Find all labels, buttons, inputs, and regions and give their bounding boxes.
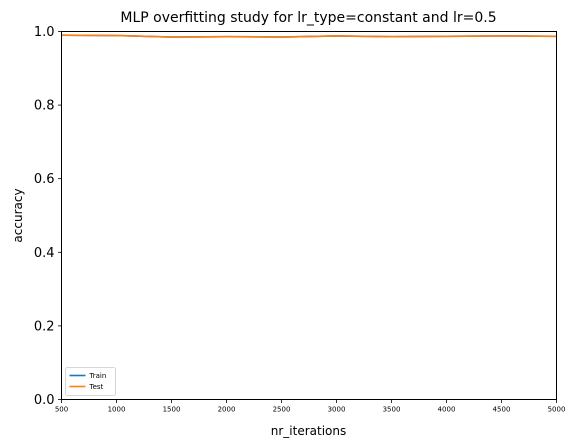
x-tick-label: 4500: [493, 406, 511, 414]
x-tick-label: 1000: [108, 406, 126, 414]
x-tick-label: 2000: [218, 406, 236, 414]
series-line-test: [62, 35, 557, 37]
y-tick-label: 0.8: [34, 99, 55, 114]
y-axis-label: accuracy: [11, 188, 25, 242]
x-tick-label: 4000: [438, 406, 456, 414]
y-tick-label: 0.4: [34, 246, 55, 261]
x-tick-label: 3000: [328, 406, 346, 414]
y-tick-label: 0.6: [34, 172, 55, 187]
y-tick-label: 1.0: [34, 25, 55, 40]
chart-title: MLP overfitting study for lr_type=consta…: [120, 10, 496, 26]
x-tick-label: 500: [55, 406, 68, 414]
legend: Train Test: [66, 368, 116, 396]
x-axis-label: nr_iterations: [271, 424, 347, 438]
legend-label-test: Test: [89, 383, 104, 391]
legend-label-train: Train: [89, 372, 107, 380]
x-tick-label: 5000: [548, 406, 566, 414]
plot-frame: [62, 32, 557, 400]
y-tick-label: 0.0: [34, 393, 55, 408]
x-tick-label: 2500: [273, 406, 291, 414]
x-tick-label: 3500: [383, 406, 401, 414]
x-tick-label: 1500: [163, 406, 181, 414]
y-tick-label: 0.2: [34, 319, 55, 334]
